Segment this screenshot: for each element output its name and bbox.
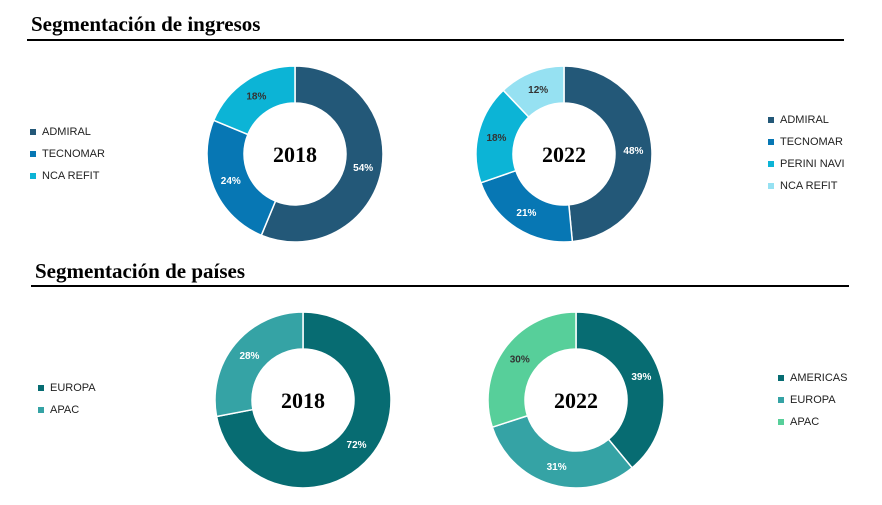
- data-label: 28%: [239, 351, 259, 362]
- legend-item: ADMIRAL: [30, 121, 105, 143]
- legend-swatch: [778, 397, 784, 403]
- donut-slice-nca-refit: [212, 65, 296, 136]
- revenue-section-title: Segmentación de ingresos: [31, 12, 261, 36]
- donut-slice-admiral: [563, 65, 653, 243]
- legend-label: TECNOMAR: [42, 148, 105, 160]
- legend-swatch: [768, 139, 774, 145]
- legend-item: APAC: [38, 399, 96, 421]
- data-label: 21%: [516, 208, 536, 219]
- legend-countries-2018: EUROPA APAC: [38, 377, 96, 421]
- legend-label: APAC: [50, 404, 80, 416]
- legend-item: EUROPA: [38, 377, 96, 399]
- legend-label: TECNOMAR: [780, 136, 843, 148]
- legend-label: APAC: [790, 416, 820, 428]
- donut-slice-admiral: [260, 65, 384, 243]
- data-label: 18%: [246, 92, 266, 103]
- legend-label: PERINI NAVI: [780, 158, 845, 170]
- data-label: 48%: [623, 146, 643, 157]
- legend-revenue-2022: ADMIRAL TECNOMAR PERINI NAVI NCA REFIT: [768, 109, 845, 197]
- legend-swatch: [30, 151, 36, 157]
- legend-item: APAC: [778, 411, 847, 433]
- data-label: 30%: [510, 355, 530, 366]
- data-label: 31%: [547, 462, 567, 473]
- legend-swatch: [768, 117, 774, 123]
- data-label: 24%: [221, 176, 241, 187]
- donut-slice-americas: [575, 311, 665, 469]
- legend-label: ADMIRAL: [780, 114, 829, 126]
- legend-swatch: [38, 407, 44, 413]
- countries-section-title: Segmentación de países: [35, 259, 245, 283]
- legend-item: NCA REFIT: [30, 165, 105, 187]
- center-year-label: 2018: [281, 388, 325, 413]
- countries-section-rule: [31, 285, 849, 287]
- data-label: 39%: [631, 372, 651, 383]
- legend-item: PERINI NAVI: [768, 153, 845, 175]
- center-year-label: 2022: [554, 388, 598, 413]
- center-year-label: 2018: [273, 142, 317, 167]
- donut-slice-europa: [491, 414, 634, 489]
- legend-swatch: [768, 161, 774, 167]
- donut-slice-apac: [487, 311, 577, 429]
- legend-swatch: [768, 183, 774, 189]
- donut-slice-nca-refit: [502, 65, 565, 119]
- legend-swatch: [30, 173, 36, 179]
- legend-swatch: [38, 385, 44, 391]
- legend-countries-2022: AMERICAS EUROPA APAC: [778, 367, 847, 433]
- data-label: 18%: [486, 133, 506, 144]
- legend-label: ADMIRAL: [42, 126, 91, 138]
- revenue-section-rule: [27, 39, 844, 41]
- legend-swatch: [778, 375, 784, 381]
- data-label: 12%: [528, 85, 548, 96]
- donut-slice-apac: [214, 311, 304, 418]
- legend-item: NCA REFIT: [768, 175, 845, 197]
- legend-label: NCA REFIT: [42, 170, 100, 182]
- legend-item: ADMIRAL: [768, 109, 845, 131]
- legend-item: TECNOMAR: [768, 131, 845, 153]
- legend-label: EUROPA: [50, 382, 96, 394]
- legend-swatch: [778, 419, 784, 425]
- donut-slice-europa: [215, 311, 392, 489]
- center-year-label: 2022: [542, 142, 586, 167]
- legend-label: AMERICAS: [790, 372, 848, 384]
- legend-swatch: [30, 129, 36, 135]
- legend-item: TECNOMAR: [30, 143, 105, 165]
- legend-label: EUROPA: [790, 394, 836, 406]
- legend-revenue-2018: ADMIRAL TECNOMAR NCA REFIT: [30, 121, 105, 187]
- legend-item: EUROPA: [778, 389, 847, 411]
- legend-label: NCA REFIT: [780, 180, 838, 192]
- legend-item: AMERICAS: [778, 367, 847, 389]
- data-label: 54%: [353, 163, 373, 174]
- data-label: 72%: [347, 440, 367, 451]
